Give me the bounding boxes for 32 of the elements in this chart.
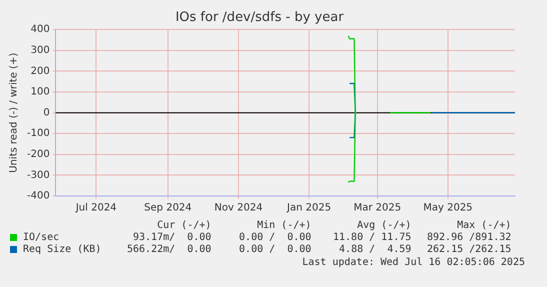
chart-title: IOs for /dev/sdfs - by year (175, 10, 344, 26)
x-tick-label: Sep 2024 (144, 202, 192, 214)
x-tick-label: May 2025 (423, 202, 473, 214)
text: Last update: Wed Jul 16 02:05:06 2025 (302, 257, 525, 268)
legend-label: Req Size (KB) (22, 244, 102, 256)
text: 11.80 / 11.75 (332, 232, 412, 244)
x-tick-label: Jul 2024 (74, 202, 117, 214)
text: 0.00 / 0.00 (238, 244, 312, 256)
x-tick-label: Nov 2024 (214, 202, 263, 214)
text: 566.22m/ 0.00 (126, 244, 212, 256)
text: Cur (-/+) (156, 220, 212, 232)
legend-label: IO/sec (22, 232, 60, 244)
y-tick-label: 100 (30, 86, 50, 98)
x-tick-label: Jan 2025 (286, 202, 332, 214)
text: Max (-/+) (456, 220, 512, 232)
text: 93.17m/ 0.00 (132, 232, 212, 244)
y-tick-label: 300 (30, 44, 50, 56)
y-tick-label: 400 (30, 24, 50, 36)
y-tick-label: -400 (26, 190, 50, 202)
text: 262.15 /262.15 (426, 244, 512, 256)
text: Avg (-/+) (356, 220, 412, 232)
text: 0.00 / 0.00 (238, 232, 312, 244)
y-axis-title: Units read (-) / write (+) (8, 52, 20, 173)
x-tick-label: Mar 2025 (354, 202, 402, 214)
y-tick-label: -100 (26, 128, 50, 140)
y-tick-label: -300 (26, 170, 50, 181)
y-tick-label: 200 (30, 66, 50, 77)
text: 4.88 / 4.59 (338, 244, 412, 256)
text: 892.96 /891.32 (426, 232, 512, 244)
text: Min (-/+) (256, 220, 312, 232)
y-tick-label: 0 (43, 107, 50, 118)
y-tick-label: -200 (26, 148, 50, 160)
